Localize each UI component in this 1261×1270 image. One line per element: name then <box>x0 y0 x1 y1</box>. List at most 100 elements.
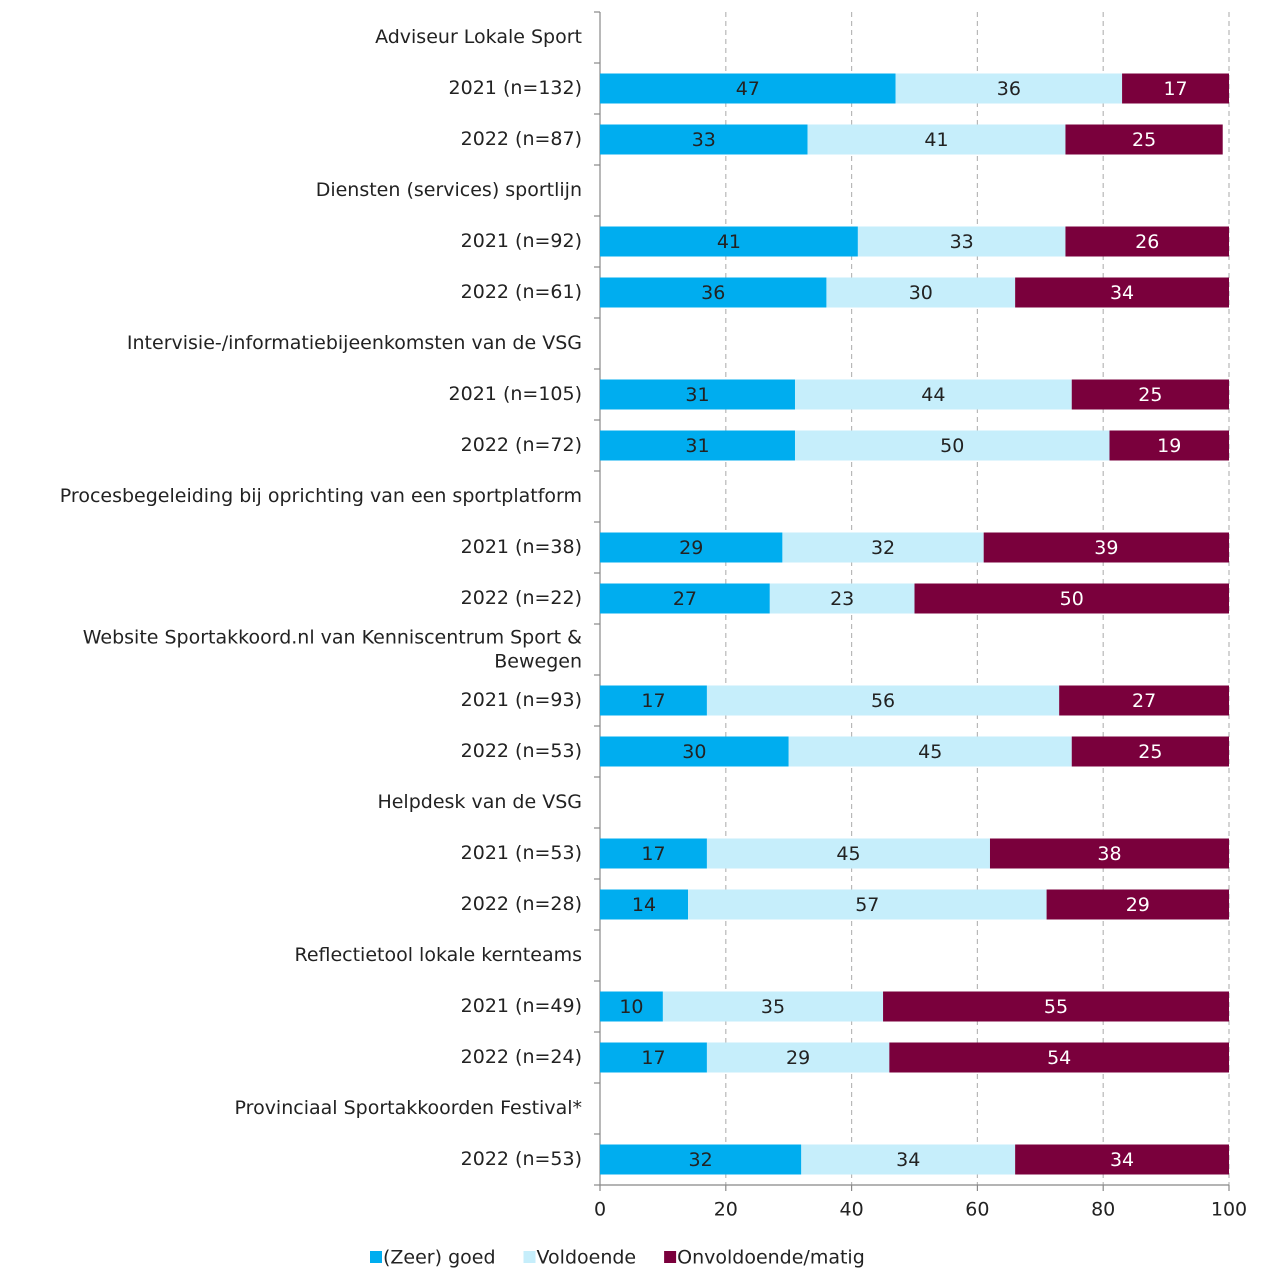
x-tick-label: 20 <box>714 1199 738 1221</box>
data-label: 55 <box>1044 996 1068 1018</box>
bar-segment <box>895 73 1123 104</box>
bar-segment <box>983 532 1229 563</box>
bar-segment <box>826 277 1016 308</box>
bar-segment <box>600 430 795 461</box>
bar-segment <box>1065 226 1229 257</box>
bar-segment <box>769 583 915 614</box>
data-label: 27 <box>1132 690 1156 712</box>
y-tick-label: 2021 (n=49) <box>461 995 582 1017</box>
bar-segment <box>688 889 1047 920</box>
y-tick-label: Reflectietool lokale kernteams <box>294 944 582 966</box>
data-label: 17 <box>641 1047 665 1069</box>
x-tick-label: 0 <box>594 1199 606 1221</box>
data-label: 29 <box>679 537 703 559</box>
data-label: 23 <box>830 588 854 610</box>
data-label: 50 <box>940 435 964 457</box>
y-tick-label: 2022 (n=24) <box>461 1046 582 1068</box>
data-label: 57 <box>855 894 879 916</box>
data-label: 25 <box>1138 384 1162 406</box>
data-label: 36 <box>997 78 1021 100</box>
data-label: 50 <box>1060 588 1084 610</box>
bar-segment <box>1015 1144 1229 1175</box>
bar-segment <box>600 379 795 410</box>
data-label: 19 <box>1157 435 1181 457</box>
x-tick-label: 40 <box>840 1199 864 1221</box>
bar-segment <box>1109 430 1229 461</box>
data-label: 35 <box>761 996 785 1018</box>
y-tick-label: 2022 (n=72) <box>461 434 582 456</box>
bar-segment <box>600 991 663 1022</box>
y-tick-label: Adviseur Lokale Sport <box>375 26 582 48</box>
bar-segment <box>1059 685 1229 716</box>
bar-segment <box>801 1144 1016 1175</box>
label-line: Bewegen <box>494 650 582 672</box>
bar-segment <box>1122 73 1229 104</box>
legend-label: (Zeer) goed <box>383 1247 496 1269</box>
data-label: 56 <box>871 690 895 712</box>
legend-label: Onvoldoende/matig <box>677 1247 865 1269</box>
bar-segment <box>883 991 1229 1022</box>
data-label: 30 <box>682 741 706 763</box>
data-label: 38 <box>1097 843 1121 865</box>
data-label: 30 <box>909 282 933 304</box>
bar-segment <box>600 1042 707 1073</box>
legend-swatch <box>523 1251 536 1263</box>
bar-segment <box>807 124 1066 155</box>
y-tick-label: 2022 (n=53) <box>461 1148 582 1170</box>
bar-segment <box>600 685 707 716</box>
data-label: 39 <box>1094 537 1118 559</box>
bar-segment <box>857 226 1066 257</box>
bar-segment <box>600 1144 802 1175</box>
bar-segment <box>706 685 1060 716</box>
y-tick-label: 2022 (n=53) <box>461 740 582 762</box>
bar-segment <box>782 532 984 563</box>
data-label: 34 <box>896 1149 920 1171</box>
bar-segment <box>1071 379 1229 410</box>
legend-label: Voldoende <box>537 1247 637 1269</box>
bar-segment <box>706 1042 890 1073</box>
data-label: 36 <box>701 282 725 304</box>
bar-segment <box>788 736 1072 767</box>
bar-segment <box>794 379 1072 410</box>
data-label: 25 <box>1138 741 1162 763</box>
data-label: 41 <box>924 129 948 151</box>
y-tick-label: Helpdesk van de VSG <box>377 791 582 813</box>
data-label: 45 <box>918 741 942 763</box>
data-label: 17 <box>1163 78 1187 100</box>
label-line: Website Sportakkoord.nl van Kenniscentru… <box>83 626 582 648</box>
y-tick-label: 2021 (n=53) <box>461 842 582 864</box>
bar-segment <box>1071 736 1229 767</box>
bar-segment <box>889 1042 1229 1073</box>
data-label: 26 <box>1135 231 1159 253</box>
bar-segment <box>1015 277 1229 308</box>
y-tick-label: Intervisie-/informatiebijeenkomsten van … <box>127 332 582 354</box>
bar-segment <box>1046 889 1229 920</box>
data-label: 44 <box>921 384 945 406</box>
y-tick-label: 2021 (n=38) <box>461 536 582 558</box>
bar-segment <box>989 838 1229 869</box>
y-tick-label: 2021 (n=92) <box>461 230 582 252</box>
bar-segment <box>600 532 783 563</box>
bar-segment <box>1065 124 1223 155</box>
data-label: 27 <box>673 588 697 610</box>
y-tick-label: Website Sportakkoord.nl van Kenniscentru… <box>83 626 582 672</box>
data-label: 32 <box>689 1149 713 1171</box>
data-label: 47 <box>736 78 760 100</box>
data-label: 25 <box>1132 129 1156 151</box>
data-label: 41 <box>717 231 741 253</box>
data-label: 33 <box>950 231 974 253</box>
data-label: 14 <box>632 894 656 916</box>
y-tick-label: 2022 (n=28) <box>461 893 582 915</box>
data-label: 32 <box>871 537 895 559</box>
data-label: 54 <box>1047 1047 1071 1069</box>
data-label: 17 <box>641 690 665 712</box>
data-label: 31 <box>685 435 709 457</box>
bar-segment <box>600 124 808 155</box>
data-label: 17 <box>641 843 665 865</box>
bar-segment <box>600 277 827 308</box>
data-label: 34 <box>1110 282 1134 304</box>
data-label: 29 <box>1126 894 1150 916</box>
bar-segment <box>600 226 858 257</box>
legend-swatch <box>370 1251 382 1263</box>
data-label: 45 <box>836 843 860 865</box>
